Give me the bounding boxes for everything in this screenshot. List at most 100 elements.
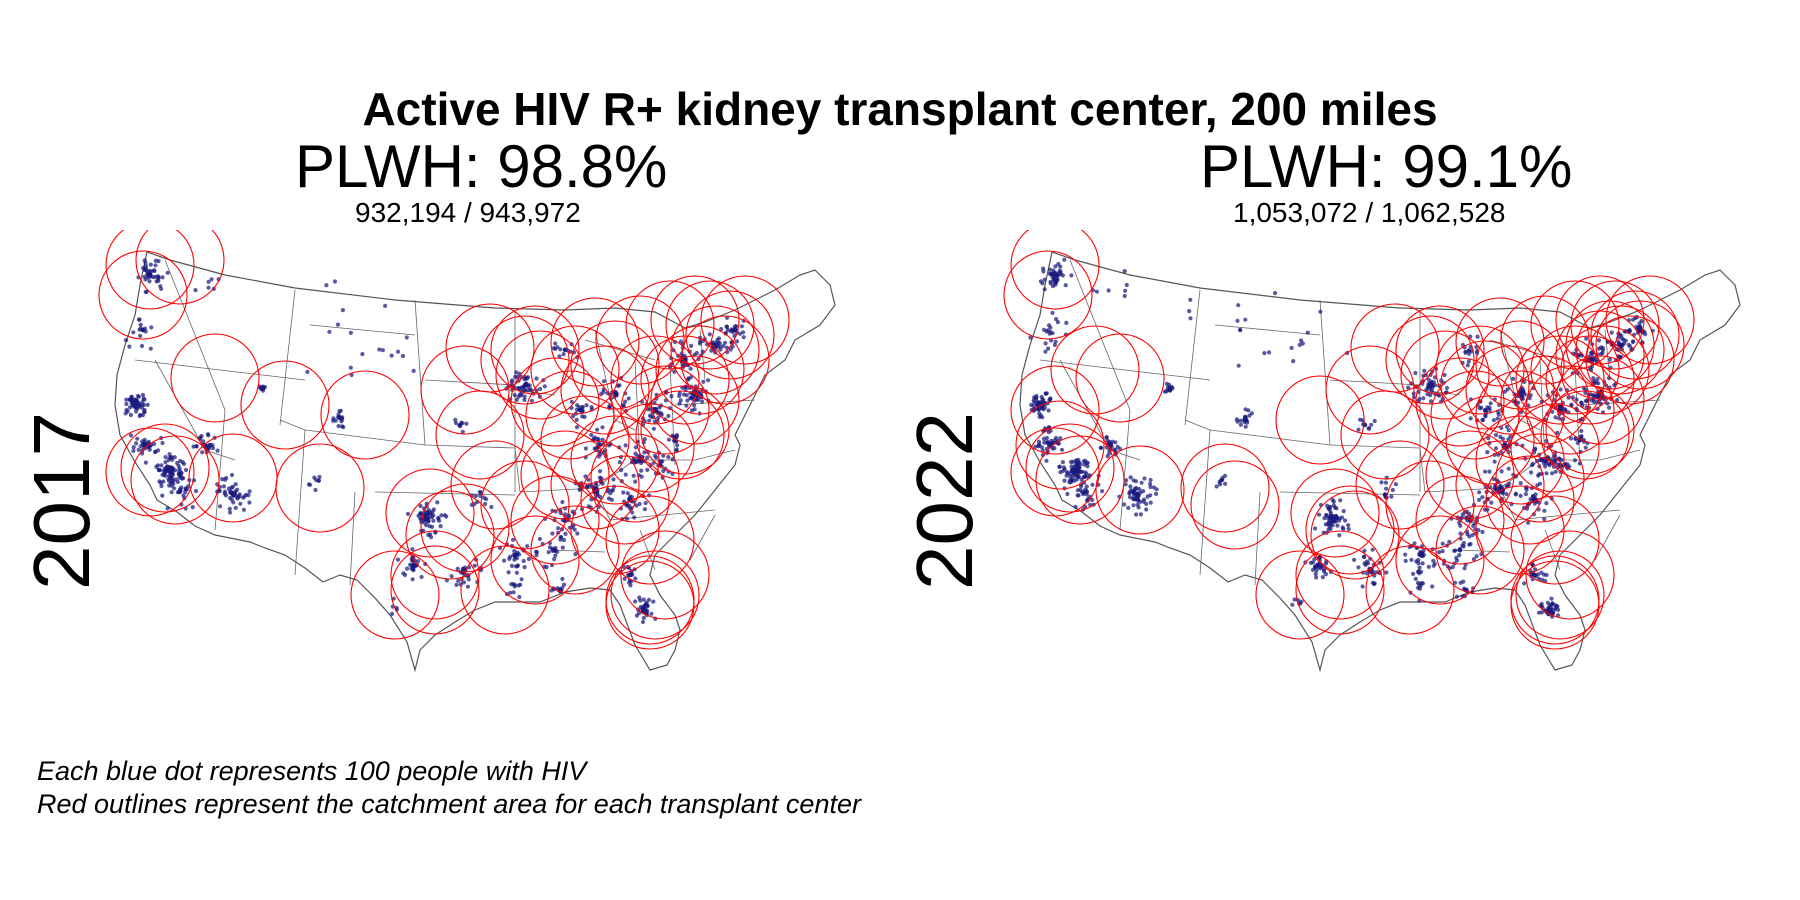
hiv-dot <box>547 545 552 550</box>
hiv-dot <box>124 401 129 407</box>
hiv-dot <box>1453 548 1458 553</box>
hiv-dot <box>1460 543 1465 548</box>
hiv-dot <box>429 515 435 520</box>
hiv-dot <box>1477 497 1482 502</box>
hiv-dot <box>534 376 539 381</box>
hiv-dot <box>534 553 539 558</box>
hiv-dot <box>401 571 406 576</box>
hiv-dot <box>1468 416 1473 421</box>
hiv-dot <box>1421 396 1426 401</box>
hiv-dot <box>621 490 626 495</box>
hiv-dot <box>1054 317 1059 322</box>
hiv-dot <box>132 402 138 408</box>
hiv-dot <box>221 484 226 489</box>
hiv-dot <box>209 277 214 282</box>
hiv-dot <box>395 349 401 354</box>
us-outline <box>114 251 836 673</box>
catchment-circle <box>1530 325 1620 415</box>
hiv-dot <box>1527 396 1532 401</box>
catchment-circle <box>1475 370 1565 460</box>
hiv-dot <box>583 446 588 451</box>
hiv-dot <box>206 285 211 290</box>
hiv-dot <box>1127 491 1132 496</box>
hiv-dot <box>1506 449 1511 455</box>
hiv-dot <box>1535 483 1540 488</box>
hiv-dot <box>1467 534 1472 539</box>
hiv-dot <box>1409 557 1414 562</box>
hiv-dot <box>466 577 471 582</box>
hiv-dot <box>698 339 703 344</box>
hiv-dot <box>453 417 458 422</box>
catchment-circle <box>1560 325 1650 415</box>
catchment-circle <box>1325 345 1415 435</box>
hiv-dot <box>1144 507 1149 512</box>
hiv-dot <box>628 583 633 588</box>
hiv-dot <box>1292 597 1297 602</box>
hiv-dot <box>1164 381 1169 386</box>
hiv-dot <box>161 468 166 473</box>
hiv-dot <box>647 493 652 498</box>
hiv-dot <box>681 392 687 397</box>
hiv-dot <box>596 454 602 459</box>
hiv-dot <box>586 477 591 482</box>
hiv-dot <box>1335 523 1340 528</box>
hiv-dot <box>1247 413 1252 418</box>
catchment-circles <box>98 230 790 650</box>
hiv-dot <box>553 553 558 558</box>
catchment-circle <box>1525 530 1615 620</box>
hiv-dot <box>1040 281 1045 286</box>
hiv-dot <box>651 599 656 604</box>
hiv-dot <box>1131 503 1136 508</box>
us-outline <box>1019 251 1741 673</box>
hiv-dot <box>179 471 184 476</box>
hiv-dot <box>1584 336 1589 341</box>
hiv-dot <box>1076 474 1082 480</box>
hiv-dot <box>1578 434 1583 439</box>
hiv-dot <box>1104 435 1109 440</box>
hiv-dot <box>557 354 562 359</box>
hiv-dot <box>574 417 579 422</box>
hiv-dot <box>1384 570 1389 575</box>
hiv-dot <box>1529 470 1534 475</box>
catchment-circle <box>510 475 600 565</box>
hiv-dot <box>1238 327 1243 332</box>
hiv-dot <box>734 339 740 344</box>
hiv-dot <box>419 574 424 580</box>
hiv-dot <box>408 562 413 567</box>
catchment-circle <box>385 468 475 558</box>
hiv-dot <box>651 426 657 431</box>
hiv-dot <box>741 330 746 335</box>
hiv-dot <box>1084 492 1089 497</box>
hiv-dot <box>1053 282 1058 287</box>
hiv-dot <box>515 386 520 391</box>
hiv-dot <box>176 463 181 468</box>
hiv-dot <box>1028 335 1033 340</box>
hiv-dot <box>1313 571 1318 577</box>
hiv-dot <box>1488 401 1493 406</box>
hiv-dot <box>601 390 606 395</box>
hiv-dot <box>124 397 129 402</box>
hiv-dot <box>666 454 671 460</box>
hiv-dot <box>159 463 164 468</box>
hiv-dot <box>1329 516 1334 521</box>
hiv-dot <box>1470 532 1475 538</box>
hiv-dot <box>523 382 528 387</box>
hiv-dot <box>1042 440 1047 445</box>
hiv-dot <box>454 582 459 587</box>
hiv-dot <box>626 396 631 401</box>
hiv-dot <box>1124 478 1129 483</box>
hiv-dot <box>719 326 724 332</box>
catchment-circle <box>105 230 195 310</box>
hiv-dot <box>633 599 638 604</box>
hiv-dot <box>146 445 152 450</box>
hiv-dot <box>1466 348 1471 353</box>
hiv-dot <box>1289 345 1294 350</box>
hiv-dot <box>677 401 682 406</box>
catchment-circle <box>1530 280 1620 370</box>
hiv-dot <box>1328 504 1333 509</box>
hiv-dot <box>685 398 690 403</box>
hiv-dot <box>641 615 647 620</box>
hiv-dot <box>710 340 716 345</box>
hiv-dot <box>136 447 141 453</box>
hiv-dot <box>1235 318 1240 323</box>
